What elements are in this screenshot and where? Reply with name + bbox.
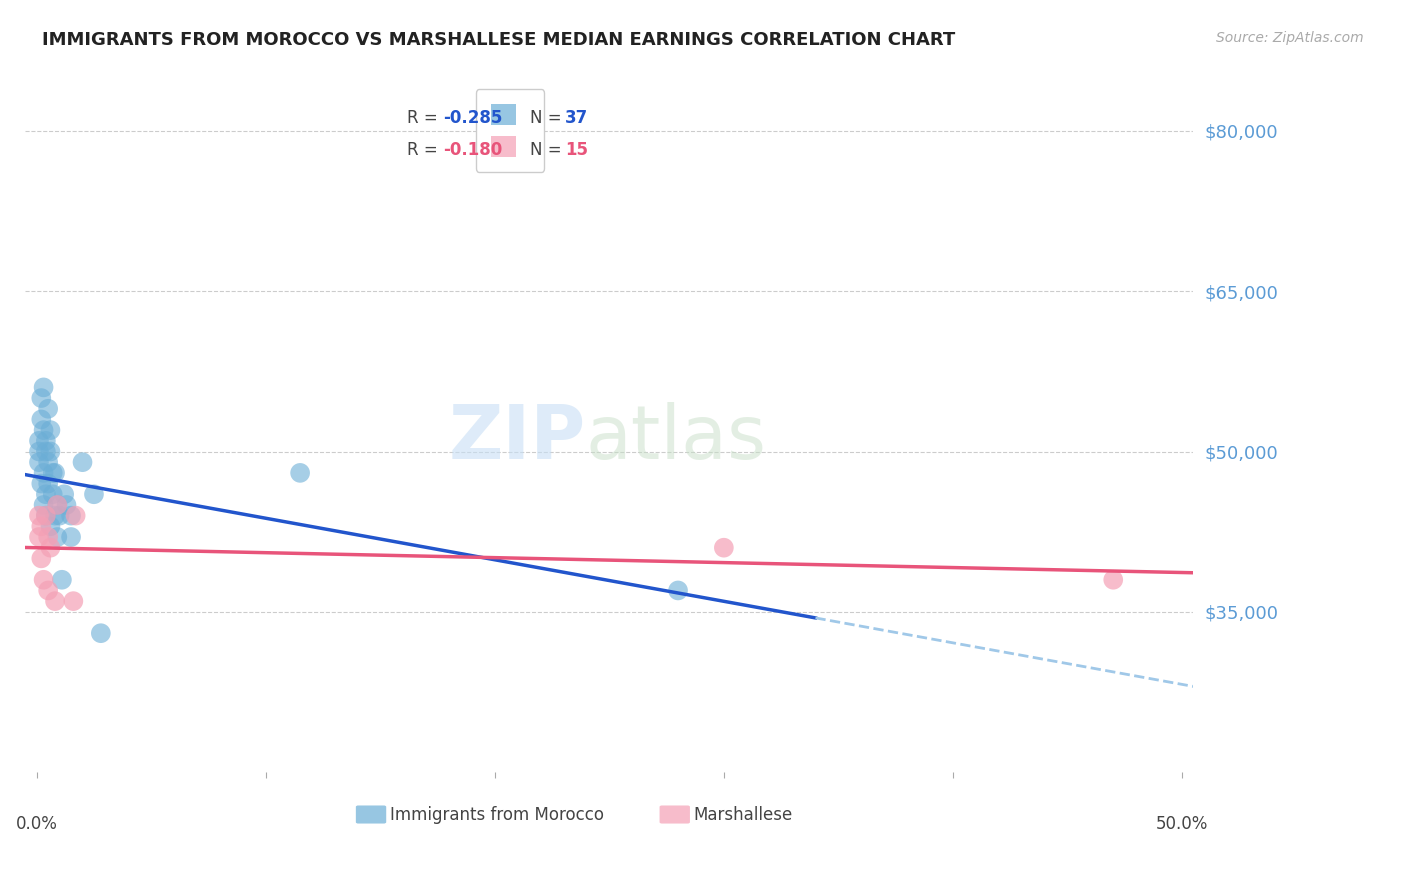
Point [39,541,62,555]
Point [28,444,51,458]
Point [42,466,65,480]
Point [32,423,55,437]
Point [62,594,84,608]
Point [32,498,55,512]
Point [83,487,105,501]
Point [32,573,55,587]
Point [28,508,51,523]
Point [60,508,83,523]
Point [35,508,58,523]
Text: -0.285: -0.285 [443,109,503,127]
Text: Marshallese: Marshallese [693,805,793,823]
Text: 37: 37 [565,109,588,127]
Text: R =: R = [408,142,443,160]
Legend: , : , [475,89,544,171]
Point [44,594,66,608]
Point [39,444,62,458]
Text: 50.0%: 50.0% [1156,815,1208,833]
Point [37,530,59,544]
Point [30,412,52,426]
Point [48,508,70,523]
Point [35,487,58,501]
Point [42,487,65,501]
Point [30,551,52,566]
Point [39,423,62,437]
Point [46,498,69,512]
Text: 15: 15 [565,142,588,160]
Text: IMMIGRANTS FROM MOROCCO VS MARSHALLESE MEDIAN EARNINGS CORRELATION CHART: IMMIGRANTS FROM MOROCCO VS MARSHALLESE M… [42,31,956,49]
Text: 0.0%: 0.0% [15,815,58,833]
Point [32,466,55,480]
Text: N =: N = [530,142,567,160]
Text: Source: ZipAtlas.com: Source: ZipAtlas.com [1216,31,1364,45]
Point [37,401,59,416]
Point [46,530,69,544]
Point [46,498,69,512]
Point [35,434,58,448]
Point [1102,573,1125,587]
Point [55,498,77,512]
Point [37,476,59,491]
Point [35,508,58,523]
Point [28,434,51,448]
Point [37,583,59,598]
Point [28,455,51,469]
Point [65,508,87,523]
Text: R =: R = [408,109,443,127]
FancyBboxPatch shape [356,805,387,823]
Point [44,508,66,523]
Point [30,391,52,405]
Text: atlas: atlas [586,402,766,475]
Point [666,583,689,598]
Point [30,519,52,533]
Point [90,626,112,640]
Point [51,573,73,587]
Point [288,466,311,480]
Point [44,466,66,480]
Text: ZIP: ZIP [449,402,586,475]
Point [713,541,735,555]
Point [32,380,55,394]
Point [35,444,58,458]
Text: -0.180: -0.180 [443,142,503,160]
Text: N =: N = [530,109,567,127]
Point [37,455,59,469]
FancyBboxPatch shape [659,805,690,823]
Point [72,455,94,469]
Point [28,530,51,544]
Point [60,530,83,544]
Point [39,519,62,533]
Point [53,487,76,501]
Point [30,476,52,491]
Text: Immigrants from Morocco: Immigrants from Morocco [389,805,603,823]
